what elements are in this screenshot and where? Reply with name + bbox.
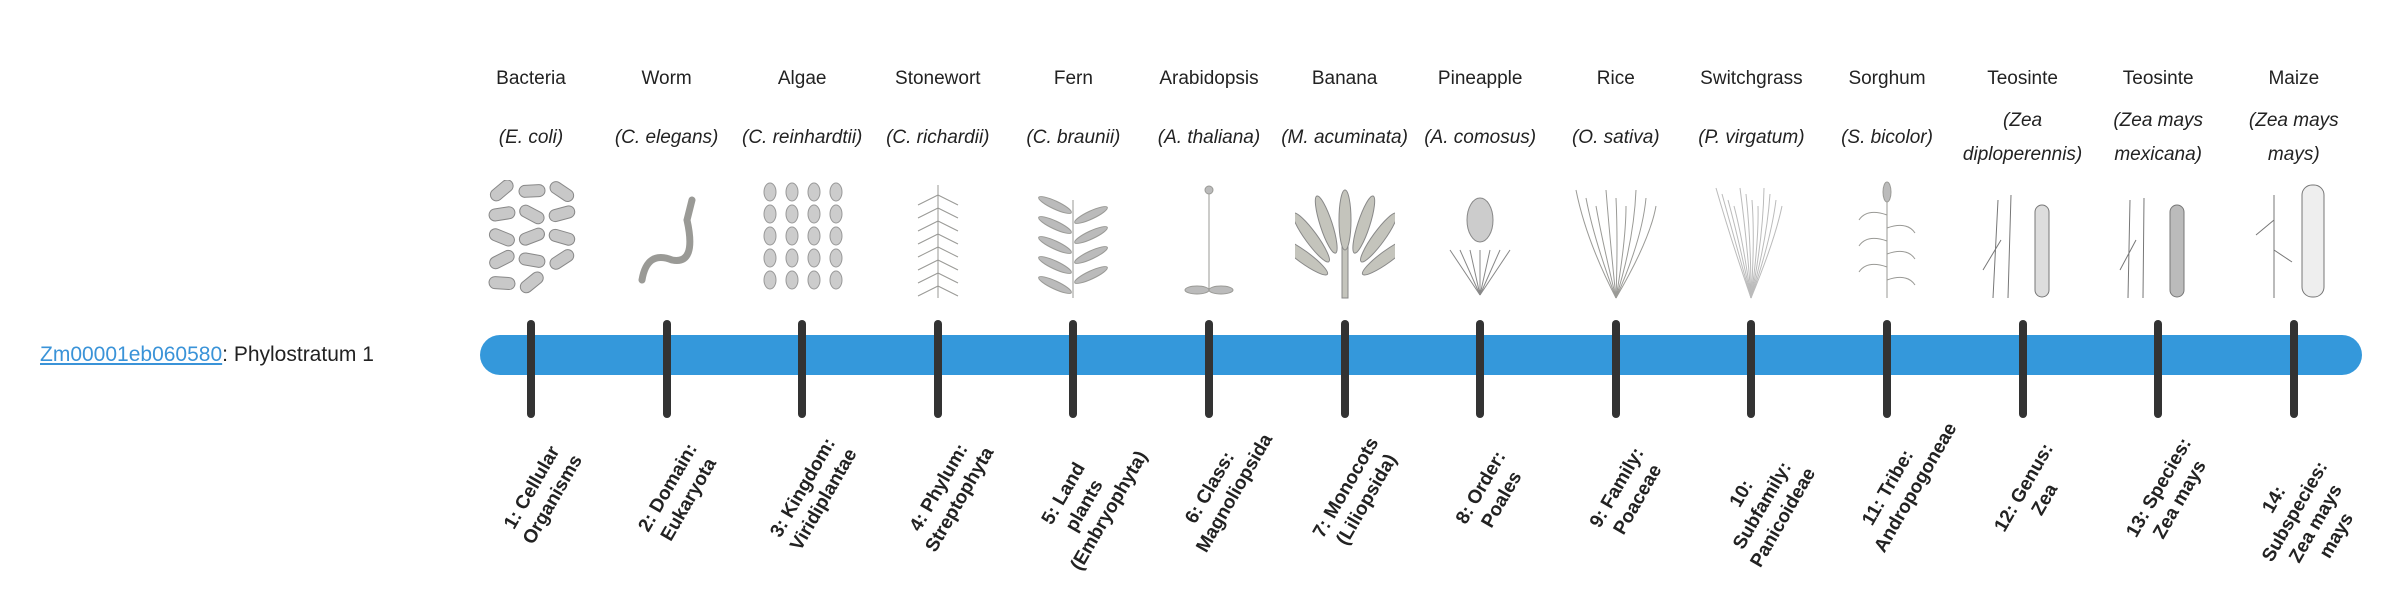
stratum-label: 2: Domain: Eukaryota [634, 439, 721, 545]
organism-common-name: Teosinte [2122, 68, 2194, 89]
fern-illustration [1038, 196, 1109, 298]
organism-common-name: Banana [1311, 68, 1378, 89]
organism-column: Worm (C. elegans) [599, 64, 735, 300]
organism-column: Fern (C. braunii) [1005, 64, 1141, 300]
organism-scientific-name: (Zea diploperennis) [1962, 110, 2083, 165]
banana-illustration [1294, 189, 1395, 299]
pineapple-illustration [1449, 197, 1511, 296]
stratum-tick [2289, 320, 2298, 418]
stratum-tick [1340, 320, 1349, 418]
organism-common-name: Fern [1053, 68, 1093, 89]
organism-common-name: Stonewort [895, 68, 981, 89]
teosinte-illustration [2119, 197, 2185, 299]
organism-column: Bacteria (E. coli) [463, 64, 599, 300]
organism-scientific-name: (C. reinhardtii) [742, 127, 863, 148]
stratum-tick [662, 320, 671, 418]
stratum-label: 11: Tribe: Andropogoneae [1858, 419, 1962, 557]
stratum-label: 6: Class: Magnoliopsida [1181, 430, 1278, 557]
stratum-tick [527, 320, 535, 418]
stratum-tick [1205, 320, 1213, 418]
organism-column: Teosinte (Zea mays mexicana) [2090, 64, 2226, 300]
organism-column: Pineapple (A. comosus) [1412, 64, 1548, 300]
stratum-tick [2154, 320, 2163, 418]
organism-scientific-name: (M. acuminata) [1281, 127, 1408, 148]
stratum-label: 7: Monocots (Liliopsida) [1308, 434, 1401, 549]
organism-scientific-name: (Zea mays mays) [2248, 110, 2339, 165]
organism-scientific-name: (O. sativa) [1571, 127, 1660, 148]
organism-scientific-name: (A. thaliana) [1157, 127, 1261, 148]
bacteria-illustration [488, 180, 576, 294]
stratum-label: 8: Order: Poales [1452, 447, 1527, 532]
organism-scientific-name: (E. coli) [498, 127, 564, 148]
organism-common-name: Sorghum [1848, 68, 1926, 89]
stratum-tick [1883, 320, 1891, 418]
arabidopsis-illustration [1184, 185, 1234, 295]
organism-column: Algae (C. reinhardtii) [734, 64, 870, 300]
organism-scientific-name: (C. elegans) [614, 127, 719, 148]
organism-scientific-name: (Zea mays mexicana) [2113, 110, 2204, 165]
organism-column: Arabidopsis (A. thaliana) [1141, 64, 1277, 300]
organism-common-name: Arabidopsis [1159, 68, 1259, 89]
organism-column: Sorghum (S. bicolor) [1819, 64, 1955, 300]
organism-column: Banana (M. acuminata) [1277, 64, 1413, 300]
organism-common-name: Teosinte [1987, 68, 2058, 89]
stratum-tick [933, 320, 942, 418]
organism-scientific-name: (C. richardii) [886, 127, 990, 148]
gene-label: Zm00001eb060580: Phylostratum 1 [40, 340, 374, 370]
sorghum-illustration [1858, 181, 1916, 298]
organism-common-name: Worm [641, 68, 692, 89]
algae-illustration [763, 182, 843, 290]
organism-scientific-name: (P. virgatum) [1698, 127, 1805, 148]
organism-scientific-name: (S. bicolor) [1841, 127, 1933, 148]
stonewort-illustration [917, 185, 959, 298]
organism-column: Rice (O. sativa) [1548, 64, 1684, 300]
stratum-tick [1747, 320, 1756, 418]
organism-common-name: Maize [2268, 68, 2320, 89]
rice-illustration [1575, 189, 1657, 299]
maize-illustration [2255, 184, 2325, 298]
teosinte-illustration [1982, 194, 2050, 299]
stratum-tick [1476, 320, 1485, 418]
stratum-tick [1069, 320, 1078, 418]
stratum-label: 1: Cellular Organisms [500, 442, 587, 548]
organism-column: Maize (Zea mays mays) [2226, 64, 2362, 300]
organism-common-name: Rice [1596, 68, 1635, 89]
stratum-tick [1611, 320, 1620, 418]
organism-scientific-name: (C. braunii) [1026, 127, 1121, 148]
organism-scientific-name: (A. comosus) [1424, 127, 1537, 148]
stratum-label: 14: Subspecies: Zea mays mays [2257, 458, 2358, 567]
organism-common-name: Pineapple [1437, 68, 1523, 89]
organism-common-name: Algae [777, 68, 827, 89]
stratum-label: 5: Land plants (Embryophyta) [1038, 447, 1153, 575]
organism-column: Switchgrass (P. virgatum) [1683, 64, 1819, 300]
stratum-label: 4: Phylum: Streptophyta [905, 440, 999, 556]
stratum-label: 3: Kingdom: Viridiplantae [766, 434, 862, 555]
stratum-label: 12: Genus: Zea [1990, 439, 2062, 536]
switchgrass-illustration [1715, 187, 1783, 299]
stratum-tick [2018, 320, 2027, 418]
organism-column: Teosinte (Zea diploperennis) [1955, 64, 2091, 300]
stratum-label: 13: Species: Zea mays [2122, 434, 2211, 543]
organism-common-name: Switchgrass [1700, 68, 1803, 89]
gene-id-link[interactable]: Zm00001eb060580 [40, 343, 223, 366]
organism-column: Stonewort (C. richardii) [870, 64, 1006, 300]
stratum-label: 9: Family: Poaceae [1585, 444, 1667, 539]
phylostrata-bar [480, 335, 2362, 375]
stratum-label: 10: Subfamily: Panicoideae [1726, 458, 1821, 572]
phylostratum-text: : Phylostratum 1 [222, 343, 374, 366]
stratum-tick [798, 320, 807, 418]
worm-illustration [638, 196, 696, 284]
organism-common-name: Bacteria [496, 68, 566, 89]
